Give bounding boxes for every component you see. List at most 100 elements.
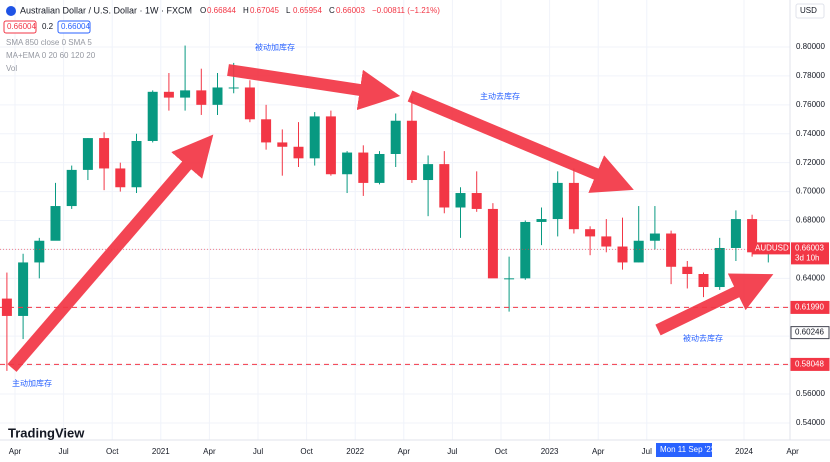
ohlc-key: H (243, 6, 249, 15)
x-tick-label: Jul (253, 447, 263, 456)
y-tick-label: 0.70000 (796, 187, 825, 196)
x-tick-label: Apr (9, 447, 22, 456)
price-tag (791, 242, 829, 265)
candle-body (714, 247, 725, 288)
candle-body (487, 208, 498, 279)
level-label: 0.58048 (795, 360, 824, 369)
countdown: 3d 10h (795, 253, 819, 262)
candle-body (536, 219, 547, 222)
level-label: 0.60246 (795, 328, 824, 337)
buy-price[interactable]: 0.66004 (61, 22, 90, 31)
candle-body (131, 140, 142, 188)
price-symbol: AUDUSD (755, 243, 789, 252)
candle-body (390, 120, 401, 154)
candle-body (649, 233, 660, 241)
annotation: 主动加库存 (12, 378, 52, 388)
price-tag (752, 242, 790, 255)
y-tick-label: 0.54000 (796, 418, 825, 427)
annotation: 被动去库存 (683, 333, 723, 343)
candle-body (730, 219, 741, 248)
candle-body (666, 233, 677, 267)
candle-body (228, 87, 239, 89)
candle-body (617, 246, 628, 263)
x-tick-label: 2021 (152, 447, 170, 456)
y-tick-label: 0.78000 (796, 71, 825, 80)
level-label: 0.61990 (795, 303, 824, 312)
x-tick-label: 2022 (346, 447, 364, 456)
change: −0.00811 (−1.21%) (372, 6, 440, 15)
x-tick-label: Apr (786, 447, 799, 456)
x-tick-label: Oct (300, 447, 313, 456)
candle-body (439, 164, 450, 208)
candle-body (358, 152, 369, 183)
ohlc-key: L (286, 6, 291, 15)
candle-body (66, 169, 77, 207)
candle-body (698, 274, 709, 288)
indicator[interactable]: Vol (6, 64, 17, 73)
candle-body (34, 240, 45, 263)
x-tick-label: Oct (106, 447, 119, 456)
y-tick-label: 0.76000 (796, 100, 825, 109)
x-tick-label: Apr (592, 447, 605, 456)
crosshair-date: Mon 11 Sep '23 (660, 445, 716, 454)
indicator[interactable]: MA+EMA 0 20 60 120 20 (6, 51, 96, 60)
level-tag (790, 357, 830, 371)
symbol-title[interactable]: Australian Dollar / U.S. Dollar · 1W · F… (20, 5, 192, 15)
level-tag (790, 300, 830, 314)
candle-body (406, 120, 417, 181)
candle-body (747, 219, 758, 253)
candle-body (244, 87, 255, 120)
ohlc-value: 0.66003 (336, 6, 365, 15)
y-tick-label: 0.72000 (796, 158, 825, 167)
x-tick-label: 2023 (541, 447, 559, 456)
candle-body (50, 206, 61, 241)
candle-body (455, 193, 466, 208)
candle-body (423, 164, 434, 181)
candle-body (342, 152, 353, 175)
candle-body (374, 153, 385, 183)
indicator[interactable]: SMA 850 close 0 SMA 5 (6, 38, 92, 47)
ohlc-value: 0.66844 (207, 6, 236, 15)
y-tick-label: 0.64000 (796, 273, 825, 282)
y-tick-label: 0.56000 (796, 389, 825, 398)
candle-body (196, 90, 207, 105)
x-tick-label: Jul (447, 447, 457, 456)
candle-body (147, 91, 158, 141)
x-tick-label: Jul (58, 447, 68, 456)
candle-body (601, 236, 612, 247)
candle-body (163, 91, 174, 98)
candle-body (99, 138, 110, 169)
currency[interactable]: USD (800, 6, 817, 15)
x-tick-label: Jul (642, 447, 652, 456)
candle-body (293, 146, 304, 159)
y-tick-label: 0.80000 (796, 42, 825, 51)
annotation: 主动去库存 (480, 91, 520, 101)
sell-price[interactable]: 0.66004 (7, 22, 36, 31)
candle-body (261, 119, 272, 143)
y-tick-label: 0.68000 (796, 216, 825, 225)
candle-body (212, 87, 223, 105)
spread: 0.2 (42, 22, 54, 31)
candle-body (504, 278, 515, 280)
ohlc-value: 0.67045 (250, 6, 279, 15)
candle-body (520, 221, 531, 279)
x-tick-label: Apr (398, 447, 411, 456)
candle-body (568, 182, 579, 230)
candle-body (115, 168, 126, 188)
annotation: 被动加库存 (255, 42, 295, 52)
ohlc-key: C (329, 6, 335, 15)
candle-body (471, 193, 482, 209)
ohlc-key: O (200, 6, 206, 15)
y-tick-label: 0.74000 (796, 129, 825, 138)
price-label: 0.66003 (795, 243, 824, 252)
x-tick-label: 2024 (735, 447, 753, 456)
candle-body (18, 262, 29, 316)
candle-body (277, 142, 288, 147)
level-tag (790, 326, 830, 340)
logo[interactable]: TradingView (8, 425, 85, 440)
x-tick-label: Apr (203, 447, 216, 456)
candle-body (585, 229, 596, 237)
ohlc-value: 0.65954 (293, 6, 322, 15)
candle-body (180, 90, 191, 98)
symbol-icon (6, 6, 16, 16)
